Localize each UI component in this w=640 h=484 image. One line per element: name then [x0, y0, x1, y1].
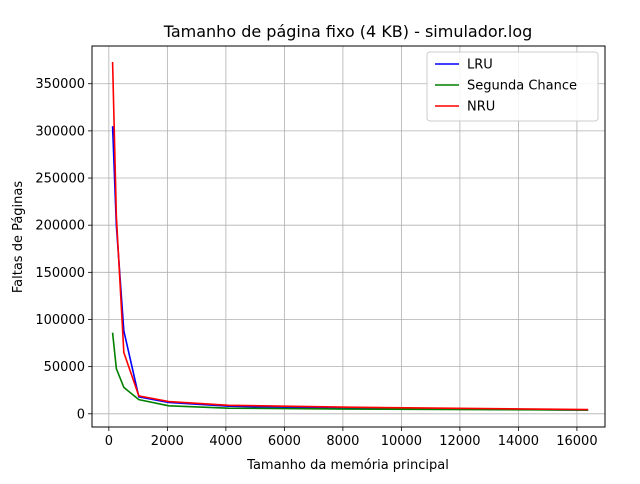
axis-ticks: 0 2000 4000 6000 8000 10000 12000 14000 16000 0 50…	[35, 77, 597, 449]
y-tick-label: 50000	[44, 360, 85, 375]
x-tick-label: 2000	[151, 434, 184, 449]
legend-label-segunda-chance: Segunda Chance	[467, 79, 577, 94]
series-lines	[111, 62, 589, 411]
y-tick-label: 200000	[35, 219, 85, 234]
y-tick-label: 250000	[35, 172, 85, 187]
y-tick-label: 150000	[35, 266, 85, 281]
legend-box	[426, 51, 599, 122]
plot-frame	[91, 45, 606, 428]
x-tick-label: 6000	[268, 434, 301, 449]
series-line-nru	[111, 62, 589, 411]
y-tick-label: 0	[77, 407, 85, 422]
x-tick-label: 10000	[381, 434, 422, 449]
legend: LRU Segunda Chance NRU	[426, 51, 599, 122]
x-tick-label: 12000	[439, 434, 480, 449]
y-tick-label: 350000	[35, 77, 85, 92]
chart-title: Tamanho de página fixo (4 KB) - simulado…	[163, 22, 533, 41]
y-tick-label: 100000	[35, 313, 85, 328]
series-line-segunda-chance	[111, 332, 589, 411]
x-axis-label: Tamanho da memória principal	[246, 458, 449, 473]
x-tick-label: 14000	[498, 434, 539, 449]
legend-label-nru: NRU	[467, 100, 495, 115]
x-tick-label: 4000	[209, 434, 242, 449]
x-tick-label: 16000	[556, 434, 597, 449]
y-tick-label: 300000	[35, 124, 85, 139]
x-tick-label: 8000	[326, 434, 359, 449]
y-axis-label: Faltas de Páginas	[11, 181, 26, 294]
x-tick-label: 0	[105, 434, 113, 449]
legend-label-lru: LRU	[467, 58, 493, 73]
